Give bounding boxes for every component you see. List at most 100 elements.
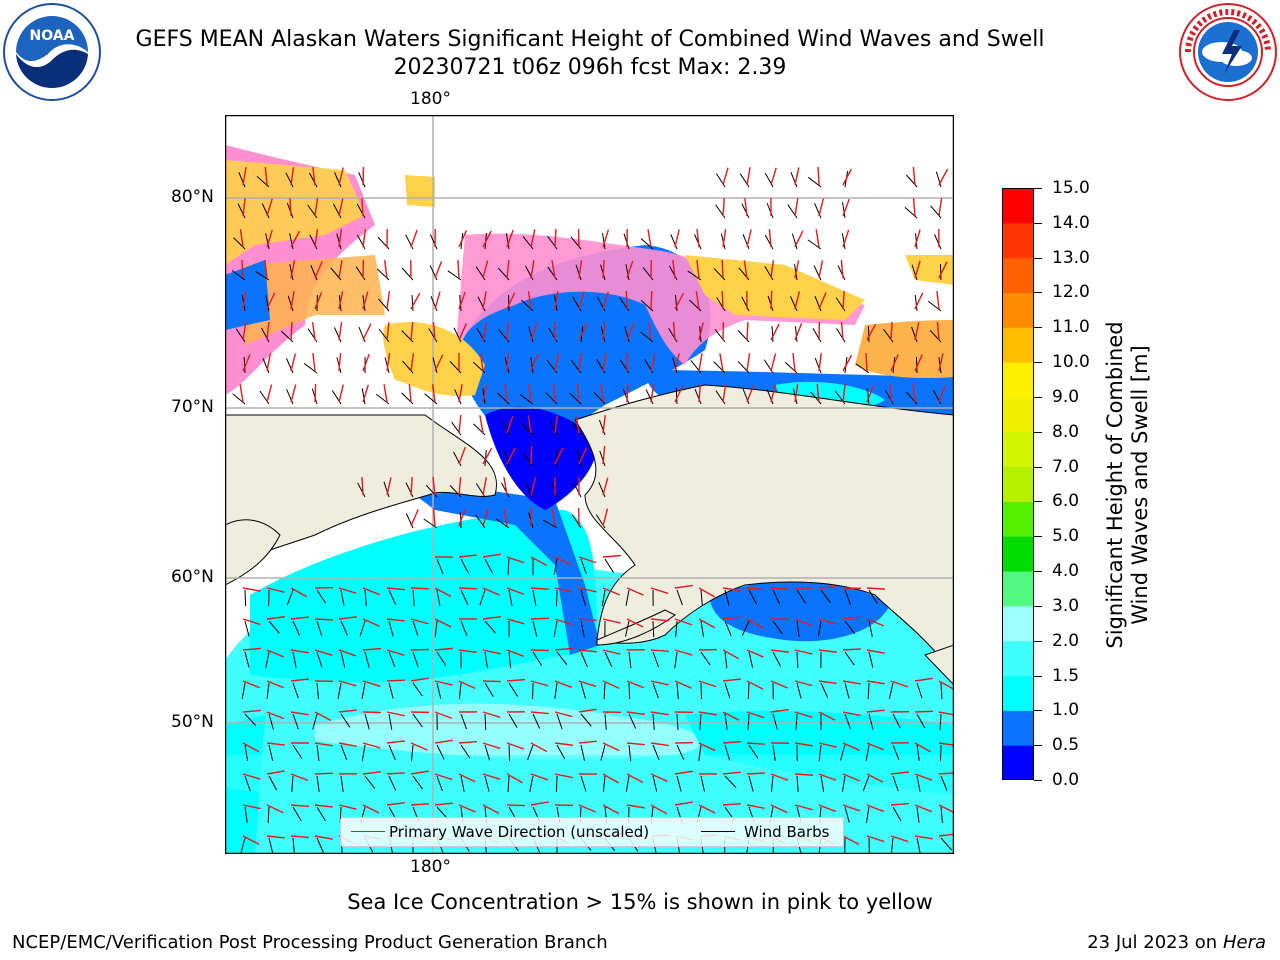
wave-direction-arrow [650, 804, 668, 815]
wind-barb [556, 713, 563, 730]
wave-direction-arrow [458, 508, 466, 527]
wave-direction-arrow [314, 229, 319, 248]
wave-direction-arrow [842, 648, 862, 651]
wind-barb [553, 620, 558, 637]
wind-barb [713, 361, 726, 374]
wave-direction-arrow [506, 321, 509, 341]
wave-direction-arrow [314, 618, 334, 621]
wind-barb [598, 419, 606, 436]
colorbar-tick-mark [1034, 745, 1042, 747]
wave-direction-arrow [866, 742, 884, 751]
wave-direction-arrow [431, 384, 436, 403]
wave-direction-arrow [746, 321, 749, 341]
wave-direction-arrow [578, 291, 585, 310]
wave-direction-arrow [432, 477, 436, 496]
wind-barb [256, 176, 270, 188]
wave-direction-arrow [266, 292, 276, 310]
wave-direction-arrow [674, 801, 693, 806]
wind-barb [484, 558, 493, 574]
wave-direction-arrow [482, 649, 501, 655]
wave-direction-arrow [912, 384, 916, 403]
wave-direction-arrow [362, 742, 381, 749]
wind-barb [238, 172, 246, 188]
wave-direction-arrow [410, 742, 428, 751]
colorbar-tick-label: 9.0 [1052, 386, 1080, 407]
wind-barb [841, 233, 846, 250]
wind-barb [361, 388, 366, 405]
wave-direction-arrow [458, 740, 477, 744]
wave-direction-arrow [818, 680, 837, 685]
wave-direction-arrow [312, 353, 316, 372]
wind-barb [911, 264, 918, 281]
wave-direction-arrow [314, 711, 332, 722]
wave-direction-arrow [338, 291, 344, 310]
wave-direction-arrow [602, 804, 620, 815]
wave-direction-arrow [626, 742, 645, 746]
wind-barb [700, 775, 705, 792]
colorbar-tick-label: 7.0 [1052, 456, 1080, 477]
wind-barb [556, 651, 568, 665]
wind-barb [292, 837, 295, 854]
wave-direction-arrow [650, 711, 669, 716]
wave-direction-arrow [362, 587, 380, 596]
wave-direction-arrow [698, 618, 716, 629]
wind-barb [268, 837, 274, 854]
southeast-alaska [924, 644, 954, 686]
wave-direction-arrow [290, 587, 308, 598]
wind-barb [625, 620, 630, 637]
wind-barb [424, 393, 438, 405]
wind-barb [784, 361, 798, 374]
wave-direction-arrow [266, 229, 274, 248]
lat-label-80n: 80°N [171, 187, 214, 207]
wave-direction-arrow [482, 230, 492, 248]
wind-barb [479, 589, 486, 606]
wave-direction-arrow [842, 290, 845, 310]
wave-direction-arrow [458, 230, 468, 248]
wind-barb [792, 388, 798, 405]
wind-barb [772, 651, 781, 667]
wave-direction-arrow [338, 198, 344, 217]
wind-barb [316, 837, 324, 853]
wave-direction-arrow [482, 508, 489, 527]
wind-barb [604, 651, 613, 667]
wind-barb [555, 589, 558, 607]
wind-barb [700, 651, 711, 666]
wave-direction-arrow [458, 477, 462, 496]
wind-barb [507, 775, 510, 793]
colorbar-tick-label: 5.0 [1052, 526, 1080, 547]
wind-barb [460, 713, 467, 730]
wind-barb [244, 744, 249, 761]
wind-barb [287, 295, 294, 312]
wind-barb [255, 270, 270, 281]
sea-ice-floe [405, 175, 435, 207]
wind-barb [265, 651, 270, 668]
wave-direction-arrow [506, 415, 514, 434]
wind-barb [622, 388, 630, 405]
wave-direction-arrow [721, 290, 724, 310]
wave-direction-arrow [482, 384, 488, 403]
wind-barb [484, 682, 494, 697]
bering-sea [250, 510, 597, 683]
wind-barb [520, 299, 534, 312]
wind-barb [361, 744, 366, 761]
wave-direction-arrow [865, 352, 868, 372]
wind-barb [549, 420, 558, 436]
wave-direction-arrow [746, 742, 766, 745]
wind-barb [472, 361, 486, 374]
wave-direction-arrow [314, 383, 317, 403]
wave-direction-arrow [410, 476, 413, 496]
wind-barb [916, 775, 921, 792]
wave-direction-arrow [242, 709, 261, 713]
wave-direction-arrow [434, 739, 453, 744]
wind-barb [675, 387, 678, 405]
lat-label-70n: 70°N [171, 397, 214, 417]
wave-direction-arrow [554, 556, 572, 566]
wind-barb [316, 651, 323, 668]
wind-barb [796, 620, 800, 637]
wind-barb [699, 713, 702, 730]
wave-direction-arrow [410, 229, 418, 248]
wave-direction-arrow [719, 353, 724, 372]
wind-barb [652, 682, 659, 699]
wind-barb [388, 651, 396, 668]
wave-direction-arrow [506, 804, 526, 807]
